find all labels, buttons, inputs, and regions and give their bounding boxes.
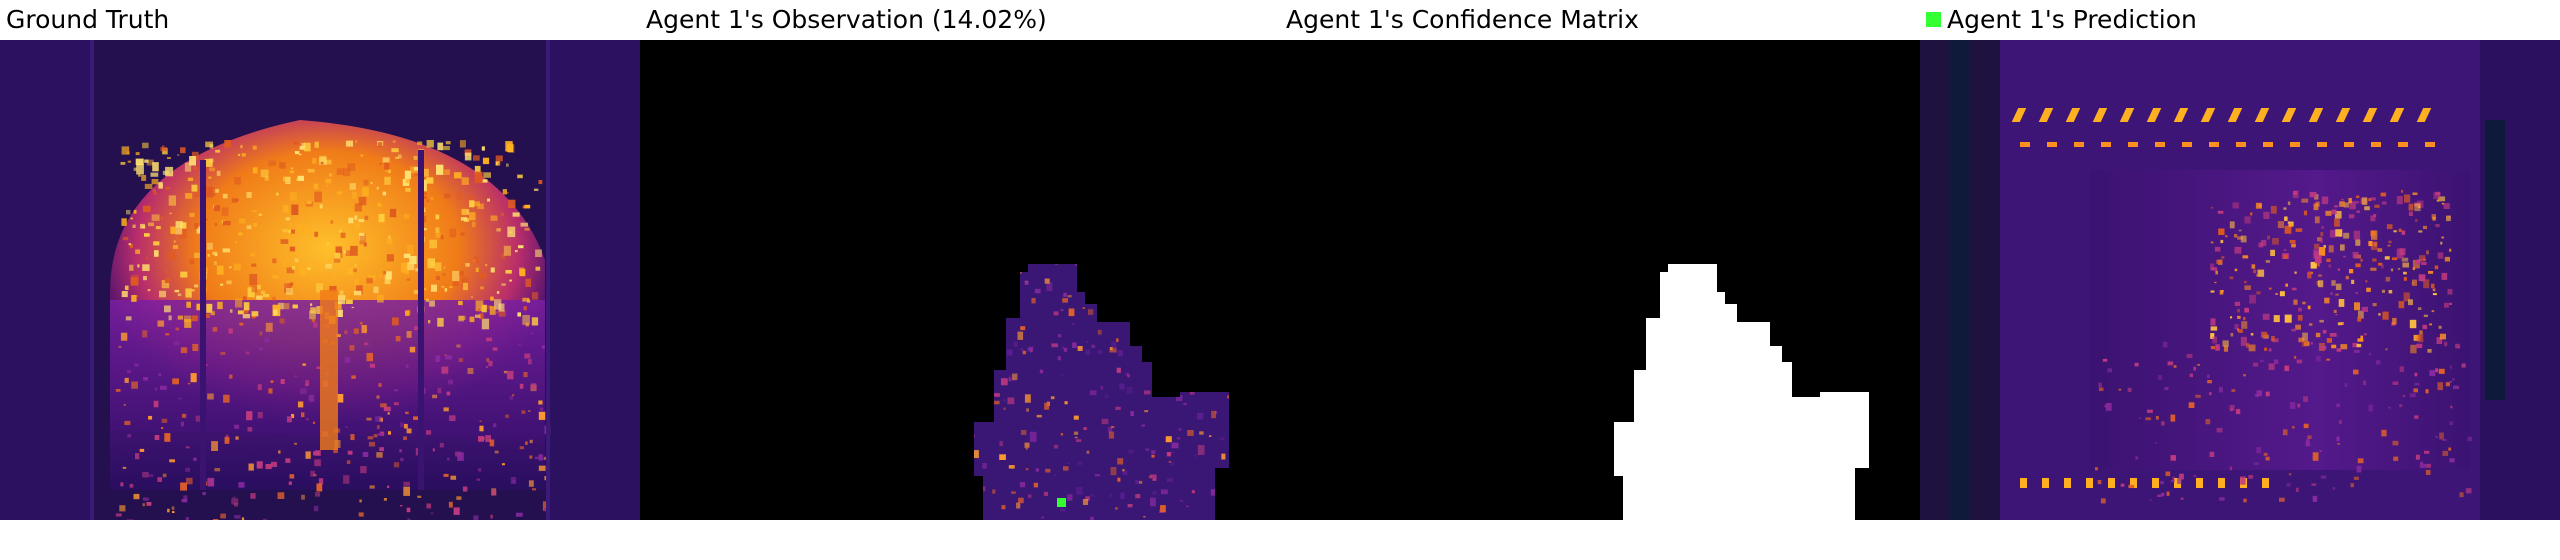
agent-position-marker	[1057, 498, 1066, 507]
ground-truth-image	[0, 40, 640, 520]
panel-title-ground-truth: Ground Truth	[6, 5, 170, 34]
panel-title-prediction: Agent 1's Prediction	[1926, 4, 2197, 36]
panel-title-observation: Agent 1's Observation (14.02%)	[646, 5, 1047, 34]
prediction-image	[1920, 40, 2560, 520]
observation-image	[640, 40, 1280, 520]
confidence-matrix-image	[1280, 40, 1920, 520]
confidence-region	[1614, 264, 1869, 520]
panel-title-confidence-matrix: Agent 1's Confidence Matrix	[1286, 5, 1639, 34]
agent-marker-legend-swatch	[1926, 11, 1941, 27]
